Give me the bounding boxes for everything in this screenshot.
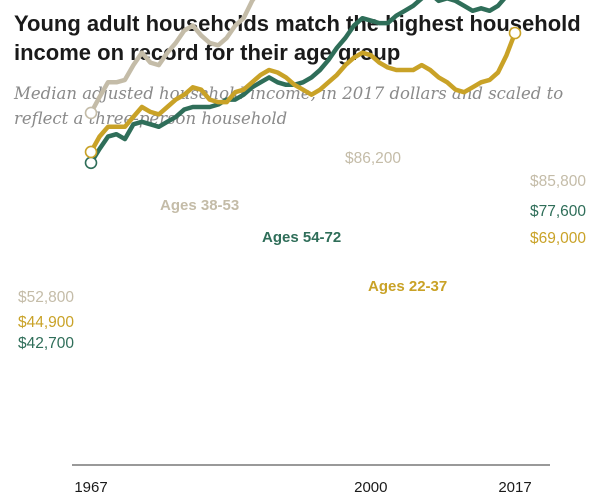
- end-value-label-ages-54-72: $77,600: [530, 203, 586, 220]
- series-markers: [84, 26, 522, 170]
- series-label-ages-38-53: Ages 38-53: [160, 197, 239, 214]
- start-value-label-ages-38-53: $52,800: [18, 289, 74, 306]
- x-tick-2000: 2000: [354, 479, 387, 496]
- series-line-ages-54-72: [88, 0, 507, 166]
- peak-value-label-ages-38-53: $86,200: [345, 150, 401, 167]
- series-label-ages-22-37: Ages 22-37: [368, 278, 447, 295]
- end-marker-ages-22-37: [508, 26, 522, 40]
- chart-subtitle: Median adjusted household income, in 201…: [14, 84, 564, 128]
- x-tick-1967: 1967: [74, 479, 107, 496]
- end-value-label-ages-22-37: $69,000: [530, 230, 586, 247]
- series-line-ages-22-37: [88, 30, 518, 155]
- end-value-label-ages-38-53: $85,800: [530, 173, 586, 190]
- start-value-label-ages-54-72: $42,700: [18, 335, 74, 352]
- x-tick-2017: 2017: [498, 479, 531, 496]
- start-marker-ages-38-53: [84, 106, 98, 120]
- series-line-ages-38-53: [88, 0, 256, 116]
- x-axis-ticks: 1967 2000 2017: [74, 479, 531, 496]
- series-lines: [88, 0, 518, 166]
- start-value-label-ages-22-37: $44,900: [18, 314, 74, 331]
- series-labels: Ages 38-53 $52,800 $85,800 $86,200 Ages 54-7…: [18, 150, 586, 352]
- start-marker-ages-22-37: [84, 145, 98, 159]
- series-label-ages-54-72: Ages 54-72: [262, 229, 341, 246]
- start-marker-ages-54-72: [84, 156, 98, 170]
